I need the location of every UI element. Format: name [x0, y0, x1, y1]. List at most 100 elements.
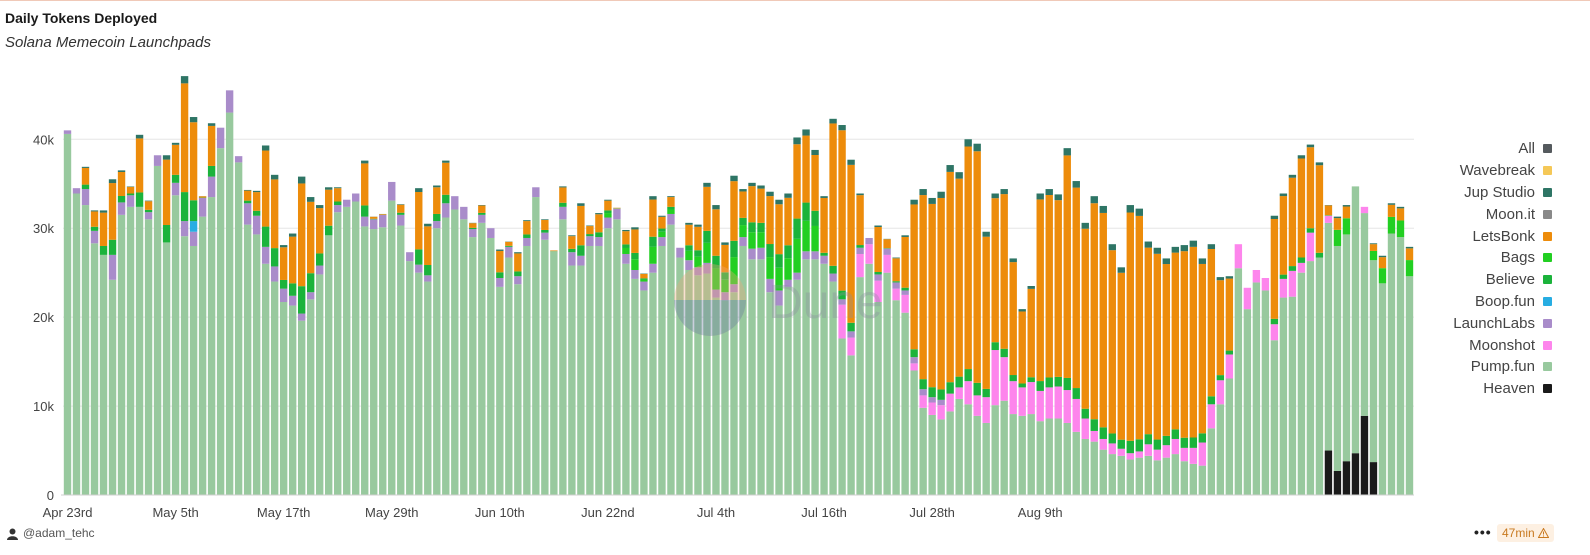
bar-segment-believe [1054, 376, 1062, 387]
freshness-badge[interactable]: 47min [1497, 524, 1554, 542]
bar-segment-pumpfun [1108, 454, 1116, 495]
bar-segment-jupstudio [162, 155, 171, 160]
bar-stack [144, 200, 153, 496]
bar-stack [622, 229, 630, 495]
bar-stack [451, 196, 459, 495]
bar-stack [1000, 189, 1008, 495]
bar-stack [838, 125, 846, 495]
bar-segment-believe [1297, 257, 1306, 263]
bar-segment-believe [748, 222, 756, 233]
more-options-button[interactable]: ••• [1474, 524, 1492, 540]
legend-item-letsbonk[interactable]: LetsBonk [1440, 225, 1552, 247]
bar-segment-jupstudio [1207, 244, 1216, 250]
bar-stack [189, 117, 198, 495]
bar-segment-letsbonk [1198, 263, 1207, 434]
bar-segment-pumpfun [1000, 400, 1008, 495]
legend-item-launchlabs[interactable]: LaunchLabs [1440, 312, 1552, 334]
y-tick-label: 40k [33, 132, 54, 147]
bar-segment-pumpfun [1216, 404, 1225, 495]
bar-segment-letsbonk [622, 231, 630, 245]
bar-segment-letsbonk [631, 229, 639, 253]
legend-item-moonit[interactable]: Moon.it [1440, 203, 1552, 225]
bar-segment-jupstudio [1009, 258, 1017, 263]
legend-item-all[interactable]: All [1440, 138, 1552, 160]
bar-stack [1036, 193, 1044, 495]
bar-stack [379, 213, 387, 495]
bar-segment-pumpfun [325, 235, 333, 495]
bar-stack [1342, 205, 1351, 495]
bar-stack [550, 250, 558, 495]
bar-segment-launchlabs [261, 246, 270, 264]
bar-segment-launchlabs [469, 229, 477, 238]
bar-stack [171, 142, 180, 496]
legend-label: Boop.fun [1474, 292, 1535, 310]
bar-stack [739, 189, 747, 495]
bar-segment-pumpfun [252, 234, 261, 495]
bar-segment-jupstudio [1198, 258, 1207, 264]
legend-item-bags[interactable]: Bags [1440, 247, 1552, 269]
x-tick-label: Jun 22nd [581, 505, 635, 520]
bar-segment-jupstudio [712, 205, 720, 210]
x-tick-label: May 29th [365, 505, 418, 520]
bar-segment-launchlabs [523, 237, 531, 246]
bar-segment-launchlabs [676, 247, 684, 258]
bar-segment-pumpfun [1405, 276, 1414, 495]
legend-item-moonshot[interactable]: Moonshot [1440, 334, 1552, 356]
bar-segment-jupstudio [270, 174, 279, 180]
bar-segment-believe [730, 240, 738, 258]
bar-segment-moonshot [991, 350, 999, 406]
legend-item-pumpfun[interactable]: Pump.fun [1440, 356, 1552, 378]
legend-item-believe[interactable]: Believe [1440, 269, 1552, 291]
bar-segment-jupstudio [1171, 246, 1180, 253]
legend-item-boopfun[interactable]: Boop.fun [1440, 291, 1552, 313]
bar-segment-jupstudio [1126, 205, 1134, 213]
bar-stack [712, 205, 720, 495]
bar-stack [1315, 162, 1324, 495]
bar-segment-pumpfun [397, 225, 405, 495]
bar-segment-bags [793, 238, 801, 273]
bar-segment-launchlabs [847, 331, 855, 338]
bar-segment-pumpfun [550, 251, 558, 495]
bar-stack [919, 189, 927, 495]
bar-segment-believe [1306, 228, 1315, 233]
legend-label: LetsBonk [1472, 227, 1535, 245]
bar-segment-jupstudio [649, 196, 657, 200]
bar-segment-jupstudio [325, 187, 333, 190]
bar-segment-letsbonk [1306, 147, 1315, 229]
legend-item-jupstudio[interactable]: Jup Studio [1440, 182, 1552, 204]
bar-segment-pumpfun [144, 219, 153, 496]
bar-segment-pumpfun [90, 243, 99, 495]
bar-segment-believe [90, 226, 99, 231]
footer-author[interactable]: @adam_tehc [6, 526, 95, 540]
legend-label: Pump.fun [1470, 358, 1535, 376]
bar-segment-letsbonk [424, 226, 432, 266]
bar-segment-pumpfun [658, 245, 666, 495]
bar-segment-letsbonk [730, 181, 738, 241]
bar-segment-believe [126, 193, 135, 196]
bar-segment-believe [1153, 439, 1162, 450]
bar-segment-launchlabs [919, 389, 927, 396]
bar-segment-jupstudio [415, 188, 423, 192]
bar-segment-letsbonk [586, 226, 594, 235]
bar-stack [1216, 277, 1225, 495]
bar-segment-moonshot [1306, 232, 1315, 262]
bar-segment-moonshot [910, 363, 918, 371]
bar-segment-pumpfun [487, 237, 495, 495]
legend-item-wavebreak[interactable]: Wavebreak [1440, 160, 1552, 182]
bar-segment-moonshot [1072, 398, 1080, 432]
bar-segment-pumpfun [315, 274, 324, 495]
bar-stack [1360, 206, 1369, 495]
bar-segment-launchlabs [874, 274, 882, 281]
chart-subtitle: Solana Memecoin Launchpads [5, 34, 211, 51]
bar-segment-bags [811, 225, 819, 252]
bar-segment-jupstudio [946, 165, 954, 172]
bar-segment-pumpfun [1144, 455, 1152, 495]
bar-segment-bags [712, 268, 720, 290]
bar-segment-pumpfun [586, 245, 594, 495]
bar-segment-jupstudio [928, 197, 936, 204]
bar-segment-moonshot [955, 387, 963, 399]
bar-segment-pumpfun [433, 228, 441, 496]
bar-segment-pumpfun [514, 284, 522, 495]
bar-stack [279, 245, 288, 495]
legend-item-heaven[interactable]: Heaven [1440, 378, 1552, 400]
